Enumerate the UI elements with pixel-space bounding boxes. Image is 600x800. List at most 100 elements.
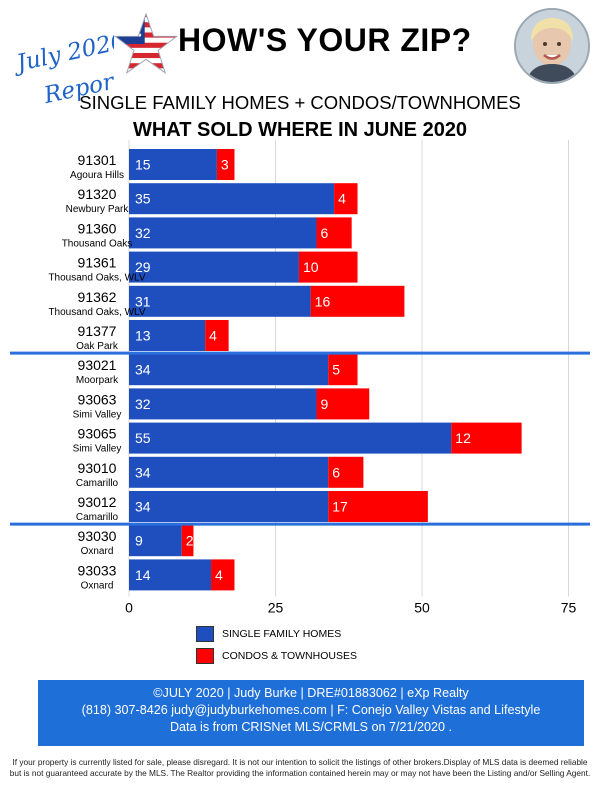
category-sublabel-91360: Thousand Oaks [62, 238, 133, 249]
category-label-91377: 91377 [78, 323, 117, 339]
bar-condo-91320 [334, 183, 358, 215]
category-sublabel-91377: Oak Park [76, 341, 119, 352]
legend-swatch-sfh [196, 626, 214, 642]
bar-condo-93012 [328, 491, 428, 522]
bar-sfh-93030 [129, 525, 182, 557]
agent-photo [514, 8, 590, 84]
footer-line1: ©JULY 2020 | Judy Burke | DRE#01883062 |… [153, 686, 469, 700]
bar-condo-93063 [316, 388, 370, 420]
disclaimer-line2: but is not guaranteed accurate by the ML… [9, 768, 591, 778]
bar-sfh-91360 [129, 217, 317, 249]
legend-item-condos: CONDOS & TOWNHOUSES [196, 645, 357, 667]
x-tick-label-1: 25 [268, 600, 284, 616]
bar-sfh-93063 [129, 388, 317, 420]
contact-footer: ©JULY 2020 | Judy Burke | DRE#01883062 |… [38, 680, 584, 746]
category-label-93065: 93065 [78, 426, 117, 442]
value-label-condo-91362: 16 [315, 293, 331, 309]
category-label-91362: 91362 [78, 289, 117, 305]
value-label-condo-91320: 4 [338, 191, 346, 207]
category-label-91360: 91360 [78, 220, 117, 236]
bar-condo-93065 [451, 422, 522, 454]
bar-sfh-93010 [129, 456, 329, 488]
footer-line3: Data is from CRISNet MLS/CRMLS on 7/21/2… [169, 720, 453, 734]
value-label-condo-93065: 12 [455, 430, 471, 446]
value-label-sfh-93010: 34 [135, 464, 151, 480]
chart-title: WHAT SOLD WHERE IN JUNE 2020 [132, 119, 468, 141]
bar-condo-93010 [328, 456, 364, 488]
bar-condo-91301 [216, 149, 235, 180]
legend-item-sfh: SINGLE FAMILY HOMES [196, 623, 357, 645]
category-sublabel-93010: Camarillo [76, 478, 119, 489]
category-sublabel-93021: Moorpark [76, 375, 119, 386]
bar-sfh-93033 [129, 559, 212, 591]
value-label-condo-91301: 3 [221, 157, 229, 173]
category-sublabel-91361: Thousand Oaks, WLV [48, 273, 145, 284]
legend-label-condos: CONDOS & TOWNHOUSES [222, 650, 357, 662]
category-label-91361: 91361 [78, 255, 117, 271]
value-label-sfh-91301: 15 [135, 157, 151, 173]
category-sublabel-91362: Thousand Oaks, WLV [48, 307, 145, 318]
badge-line1: July 2020 [11, 28, 114, 77]
bar-condo-93030 [181, 525, 194, 557]
value-label-condo-93033: 4 [215, 567, 223, 583]
category-sublabel-93065: Simi Valley [73, 444, 122, 455]
disclaimer-line1: If your property is currently listed for… [12, 757, 588, 767]
report-badge: July 2020 Report [11, 28, 114, 109]
category-label-93010: 93010 [78, 460, 117, 476]
american-flag-star-icon [113, 12, 179, 75]
category-label-91320: 91320 [78, 186, 117, 202]
value-label-sfh-91377: 13 [135, 328, 151, 344]
bar-condo-91362 [310, 285, 405, 317]
x-tick-label-0: 0 [125, 600, 133, 616]
bar-condo-93033 [211, 559, 235, 591]
value-label-sfh-93012: 34 [135, 499, 151, 515]
bar-sfh-91320 [129, 183, 335, 215]
category-label-93033: 93033 [78, 562, 117, 578]
x-tick-label-2: 50 [414, 600, 430, 616]
subtitle: SINGLE FAMILY HOMES + CONDOS/TOWNHOMES [79, 92, 521, 113]
legend-swatch-condos [196, 648, 214, 664]
disclaimer: If your property is currently listed for… [4, 757, 596, 779]
bar-sfh-93065 [129, 422, 452, 454]
bar-sfh-91361 [129, 251, 299, 283]
value-label-condo-91377: 4 [209, 328, 217, 344]
category-label-93021: 93021 [78, 357, 117, 373]
category-sublabel-93063: Simi Valley [73, 409, 122, 420]
value-label-condo-93030: 2 [186, 533, 194, 549]
category-sublabel-91320: Newbury Park [66, 204, 130, 215]
value-label-sfh-93030: 9 [135, 533, 143, 549]
value-label-sfh-93021: 34 [135, 362, 151, 378]
legend-label-sfh: SINGLE FAMILY HOMES [222, 628, 342, 640]
category-sublabel-93033: Oxnard [81, 580, 114, 591]
bar-sfh-93012 [129, 491, 329, 522]
bar-sfh-91362 [129, 285, 311, 317]
value-label-sfh-93063: 32 [135, 396, 151, 412]
bar-condo-93021 [328, 354, 358, 386]
value-label-sfh-91362: 31 [135, 293, 151, 309]
page-title: HOW'S YOUR ZIP? [178, 22, 472, 58]
value-label-sfh-91320: 35 [135, 191, 151, 207]
value-label-sfh-93065: 55 [135, 430, 151, 446]
bar-sfh-91377 [129, 320, 206, 351]
bar-condo-91360 [316, 217, 352, 249]
bar-sfh-93021 [129, 354, 329, 386]
category-label-93012: 93012 [78, 494, 117, 510]
x-tick-label-3: 75 [561, 600, 577, 616]
category-label-93063: 93063 [78, 391, 117, 407]
value-label-condo-93021: 5 [332, 362, 340, 378]
value-label-condo-93063: 9 [321, 396, 329, 412]
bar-condo-91361 [298, 251, 358, 283]
bar-condo-91377 [205, 320, 229, 351]
value-label-sfh-91361: 29 [135, 259, 151, 275]
category-sublabel-91301: Agoura Hills [70, 170, 124, 181]
chart-legend: SINGLE FAMILY HOMES CONDOS & TOWNHOUSES [196, 623, 357, 667]
value-label-condo-91360: 6 [321, 225, 329, 241]
category-label-93030: 93030 [78, 528, 117, 544]
value-label-condo-93010: 6 [332, 464, 340, 480]
value-label-sfh-93033: 14 [135, 567, 151, 583]
value-label-condo-91361: 10 [303, 259, 319, 275]
footer-line2: (818) 307-8426 judy@judyburkehomes.com |… [81, 703, 541, 717]
category-sublabel-93012: Camarillo [76, 512, 119, 523]
value-label-condo-93012: 17 [332, 499, 348, 515]
